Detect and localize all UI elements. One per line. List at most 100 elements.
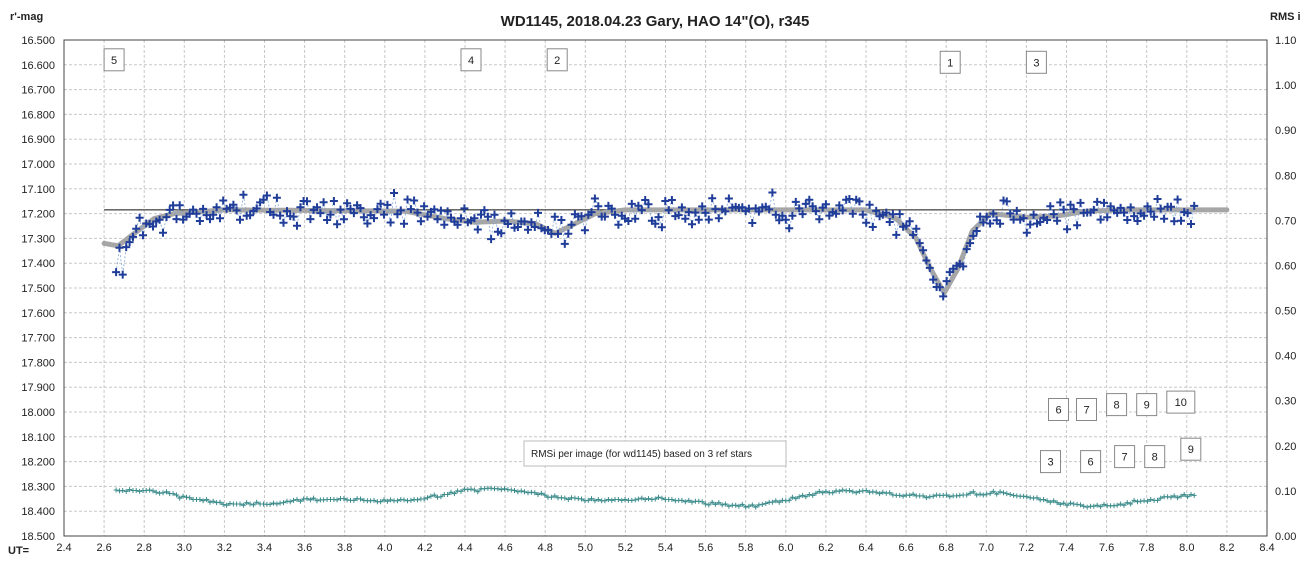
rms-point <box>451 491 457 497</box>
rms-point <box>602 498 608 504</box>
rms-point <box>294 497 300 502</box>
y2-tick-label: 1.10 <box>1275 35 1296 47</box>
rms-point <box>816 488 822 494</box>
rms-point <box>900 493 906 499</box>
rms-point <box>304 496 310 502</box>
dip-label: 3 <box>1040 450 1061 474</box>
rms-point <box>726 503 732 509</box>
rms-point <box>920 493 926 499</box>
mag-point <box>1056 198 1065 207</box>
rms-point <box>1114 502 1120 508</box>
dip-label-box <box>460 48 482 72</box>
rms-point <box>1188 492 1194 497</box>
mag-point <box>821 200 830 209</box>
mag-point <box>754 207 763 216</box>
rms-point <box>113 487 119 493</box>
mag-point <box>524 225 532 234</box>
rms-point <box>1118 501 1124 507</box>
mag-point <box>795 204 804 213</box>
rms-point <box>281 500 286 506</box>
dip-label-box <box>546 48 568 72</box>
mag-point <box>339 215 348 224</box>
rms-point <box>565 497 571 502</box>
mag-point <box>283 207 291 216</box>
rms-point <box>846 488 852 493</box>
mag-point <box>185 209 194 218</box>
rms-point <box>147 487 153 493</box>
mag-point <box>423 212 432 221</box>
x-tick-label: 7.6 <box>1099 542 1114 554</box>
y2-tick-label: 0.10 <box>1275 486 1296 498</box>
mag-point <box>149 222 157 231</box>
mag-point <box>410 196 419 205</box>
rms-point <box>522 489 527 495</box>
mag-point <box>477 210 485 219</box>
rms-point <box>803 494 809 500</box>
mag-point <box>216 214 224 223</box>
rms-point <box>709 499 715 505</box>
y2-tick-label: 0.70 <box>1275 215 1296 227</box>
rms-point <box>579 496 584 502</box>
rms-point <box>980 492 986 498</box>
mag-point <box>1069 205 1078 214</box>
rms-point <box>679 497 685 503</box>
rms-point <box>247 501 253 507</box>
rms-annotation-text: RMSi per image (for wd1145) based on 3 r… <box>531 449 752 460</box>
mag-point <box>343 199 352 208</box>
mag-point <box>1173 195 1182 204</box>
dip-label-text: 1 <box>947 57 953 69</box>
rms-point <box>585 497 591 503</box>
rms-point <box>542 492 548 498</box>
mag-point <box>487 235 496 244</box>
mag-point <box>714 214 723 223</box>
rms-point <box>880 489 886 495</box>
mag-point <box>872 206 881 215</box>
mag-point <box>189 205 198 214</box>
mag-point <box>303 197 311 206</box>
rms-point <box>605 497 611 502</box>
mag-point <box>832 209 841 218</box>
dip-label: 5 <box>103 48 125 72</box>
mag-point <box>1046 202 1055 211</box>
mag-point <box>413 208 422 217</box>
mag-point <box>902 221 911 230</box>
mag-point <box>326 210 335 219</box>
y-tick-label: 17.300 <box>21 233 55 245</box>
dip-label: 3 <box>1025 50 1047 74</box>
y-tick-label: 17.700 <box>21 333 55 345</box>
rms-point <box>716 500 722 506</box>
rms-point <box>589 496 594 502</box>
mag-point <box>443 207 452 216</box>
mag-point <box>1143 202 1152 211</box>
mag-point <box>919 246 928 255</box>
mag-point <box>115 243 124 252</box>
mag-point <box>473 225 482 234</box>
mag-point <box>316 209 325 218</box>
rms-point <box>421 496 427 502</box>
mag-point <box>433 215 442 224</box>
mag-point <box>1153 195 1162 203</box>
rms-point <box>1094 502 1100 508</box>
x-axis-label: UT= <box>8 545 29 557</box>
mag-point <box>1036 218 1045 226</box>
mag-point <box>1002 197 1011 206</box>
mag-point <box>892 230 901 239</box>
rms-point <box>632 497 638 503</box>
x-tick-label: 3.2 <box>217 542 232 554</box>
dip-label-box <box>1076 398 1097 421</box>
mag-point <box>882 208 891 217</box>
x-tick-label: 5.8 <box>738 542 753 554</box>
rms-point <box>773 498 779 504</box>
mag-point <box>1029 210 1038 219</box>
x-tick-label: 2.4 <box>56 542 71 554</box>
rms-point <box>1001 490 1006 496</box>
y-tick-label: 17.200 <box>21 209 55 221</box>
x-tick-label: 8.2 <box>1219 542 1234 554</box>
rms-point <box>733 502 739 508</box>
dip-label: 9 <box>1136 393 1158 417</box>
grid <box>63 39 1268 537</box>
rms-point <box>682 499 688 505</box>
rms-point <box>1128 501 1134 507</box>
rms-point <box>749 502 755 508</box>
rms-point <box>150 488 156 494</box>
